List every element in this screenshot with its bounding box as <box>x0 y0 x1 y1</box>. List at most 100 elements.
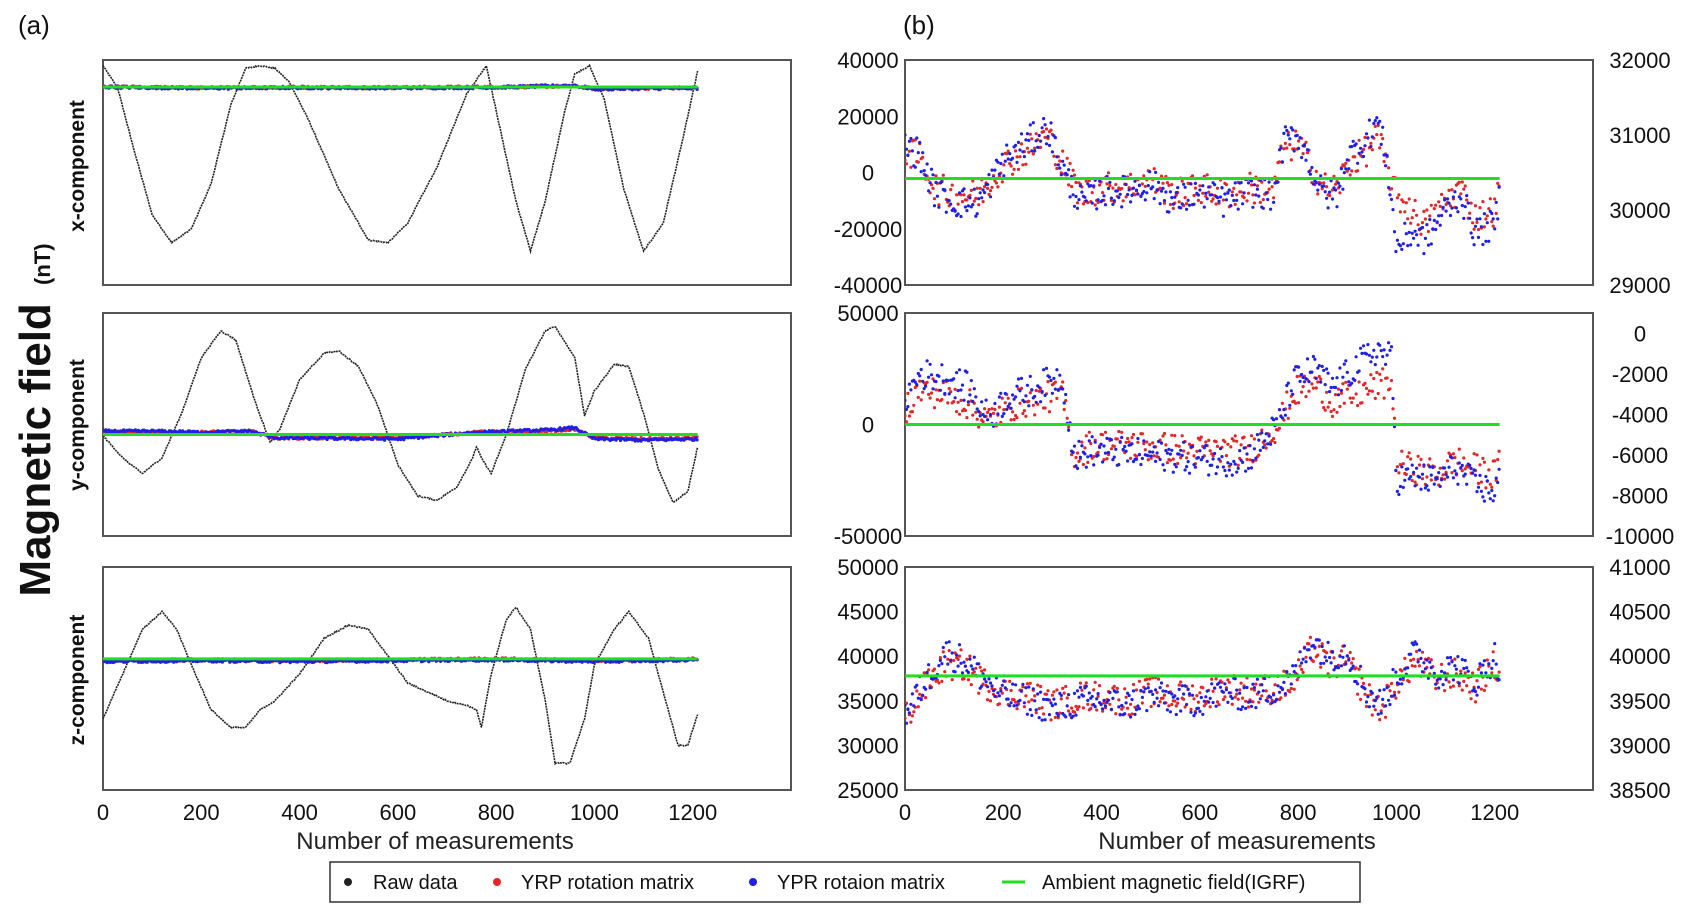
point-ypr-rotaion-matrix <box>1180 684 1184 688</box>
point-ypr-rotaion-matrix <box>1419 487 1423 491</box>
point-yrp-rotation-matrix <box>1067 709 1071 713</box>
point-yrp-rotation-matrix <box>1196 198 1200 202</box>
point-ypr-rotaion-matrix <box>1435 678 1439 682</box>
point-yrp-rotation-matrix <box>1190 174 1195 178</box>
point-yrp-rotation-matrix <box>1233 695 1237 699</box>
point-yrp-rotation-matrix <box>1129 702 1133 706</box>
point-yrp-rotation-matrix <box>1484 486 1488 490</box>
point-yrp-rotation-matrix <box>1072 710 1077 714</box>
point-ypr-rotaion-matrix <box>1239 707 1243 712</box>
point-yrp-rotation-matrix <box>1280 401 1284 405</box>
point-ypr-rotaion-matrix <box>1285 128 1289 133</box>
point-yrp-rotation-matrix <box>1239 190 1243 194</box>
xtick-label-b: 400 <box>1083 800 1120 825</box>
main-ylabel-text: Magnetic field <box>11 303 60 596</box>
point-yrp-rotation-matrix <box>1425 208 1429 212</box>
ytick-label-b-z: 40500 <box>1609 600 1670 625</box>
point-ypr-rotaion-matrix <box>1397 492 1401 497</box>
point-yrp-rotation-matrix <box>1230 702 1234 706</box>
point-ypr-rotaion-matrix <box>1148 450 1152 454</box>
point-yrp-rotation-matrix <box>1317 644 1321 649</box>
point-ypr-rotaion-matrix <box>1103 451 1108 455</box>
point-ypr-rotaion-matrix <box>1472 243 1476 247</box>
plot-area: -40000-2000002000040000-5000005000025000… <box>97 48 1674 825</box>
point-ypr-rotaion-matrix <box>1320 644 1324 649</box>
point-yrp-rotation-matrix <box>1098 183 1102 187</box>
point-yrp-rotation-matrix <box>1074 455 1078 460</box>
point-yrp-rotation-matrix <box>1308 635 1312 640</box>
point-ypr-rotaion-matrix <box>1407 230 1411 234</box>
point-ypr-rotaion-matrix <box>999 161 1003 166</box>
point-yrp-rotation-matrix <box>1462 456 1466 460</box>
point-ypr-rotaion-matrix <box>1058 166 1062 170</box>
point-ypr-rotaion-matrix <box>993 401 997 406</box>
point-ypr-rotaion-matrix <box>1072 204 1077 208</box>
point-yrp-rotation-matrix <box>1298 664 1302 668</box>
point-yrp-rotation-matrix <box>1246 191 1251 195</box>
point-ypr-rotaion-matrix <box>1043 123 1047 127</box>
point-yrp-rotation-matrix <box>1332 656 1336 660</box>
point-ypr-rotaion-matrix <box>1164 448 1168 453</box>
point-ypr-rotaion-matrix <box>1283 413 1287 417</box>
point-ypr-rotaion-matrix <box>1229 462 1233 466</box>
point-yrp-rotation-matrix <box>1012 167 1016 171</box>
point-ypr-rotaion-matrix <box>1062 401 1066 405</box>
point-yrp-rotation-matrix <box>1488 482 1492 486</box>
point-ypr-rotaion-matrix <box>1308 656 1312 660</box>
point-yrp-rotation-matrix <box>1044 692 1049 696</box>
point-yrp-rotation-matrix <box>1482 460 1486 464</box>
point-ypr-rotaion-matrix <box>997 395 1002 399</box>
point-yrp-rotation-matrix <box>1130 436 1134 440</box>
point-ypr-rotaion-matrix <box>1344 167 1348 171</box>
point-yrp-rotation-matrix <box>1050 693 1054 697</box>
point-ypr-rotaion-matrix <box>1302 380 1307 384</box>
point-ypr-rotaion-matrix <box>1090 435 1094 439</box>
point-yrp-rotation-matrix <box>978 665 982 669</box>
point-ypr-rotaion-matrix <box>1444 678 1448 682</box>
point-ypr-rotaion-matrix <box>1199 458 1203 462</box>
point-ypr-rotaion-matrix <box>916 371 920 376</box>
point-yrp-rotation-matrix <box>1426 229 1430 234</box>
point-ypr-rotaion-matrix <box>1409 475 1413 479</box>
point-ypr-rotaion-matrix <box>1373 363 1377 367</box>
xlabel-a: Number of measurements <box>296 828 573 855</box>
point-yrp-rotation-matrix <box>1282 669 1286 673</box>
point-yrp-rotation-matrix <box>1161 434 1165 438</box>
point-yrp-rotation-matrix <box>1400 669 1404 673</box>
point-yrp-rotation-matrix <box>1223 440 1227 444</box>
point-ypr-rotaion-matrix <box>1282 408 1286 412</box>
point-ypr-rotaion-matrix <box>1412 470 1416 474</box>
point-yrp-rotation-matrix <box>1136 440 1140 444</box>
point-ypr-rotaion-matrix <box>1462 216 1466 220</box>
point-yrp-rotation-matrix <box>1249 687 1254 691</box>
point-ypr-rotaion-matrix <box>1298 650 1302 654</box>
point-ypr-rotaion-matrix <box>1310 370 1314 374</box>
point-yrp-rotation-matrix <box>1117 698 1121 702</box>
point-yrp-rotation-matrix <box>1105 457 1109 461</box>
point-ypr-rotaion-matrix <box>1235 198 1239 202</box>
point-yrp-rotation-matrix <box>1019 142 1024 146</box>
point-ypr-rotaion-matrix <box>927 375 931 379</box>
point-ypr-rotaion-matrix <box>1398 244 1402 248</box>
point-yrp-rotation-matrix <box>1400 449 1404 453</box>
raw-data-trace-a-y <box>103 326 699 504</box>
xtick-label-a: 200 <box>183 800 220 825</box>
point-ypr-rotaion-matrix <box>1300 372 1304 377</box>
point-ypr-rotaion-matrix <box>1186 198 1190 202</box>
point-yrp-rotation-matrix <box>1472 227 1476 231</box>
point-yrp-rotation-matrix <box>1496 181 1500 185</box>
point-ypr-rotaion-matrix <box>983 677 987 681</box>
point-yrp-rotation-matrix <box>1053 715 1057 720</box>
point-ypr-rotaion-matrix <box>988 413 993 417</box>
ytick-label-a-z: 35000 <box>837 689 898 714</box>
point-yrp-rotation-matrix <box>1000 396 1004 400</box>
point-ypr-rotaion-matrix <box>1473 473 1478 477</box>
point-ypr-rotaion-matrix <box>1376 712 1380 716</box>
point-ypr-rotaion-matrix <box>1388 193 1392 197</box>
point-ypr-rotaion-matrix <box>1456 655 1460 659</box>
point-ypr-rotaion-matrix <box>972 387 976 391</box>
point-ypr-rotaion-matrix <box>1072 691 1077 696</box>
point-ypr-rotaion-matrix <box>1167 210 1171 214</box>
point-ypr-rotaion-matrix <box>1350 381 1354 385</box>
point-ypr-rotaion-matrix <box>963 205 968 209</box>
